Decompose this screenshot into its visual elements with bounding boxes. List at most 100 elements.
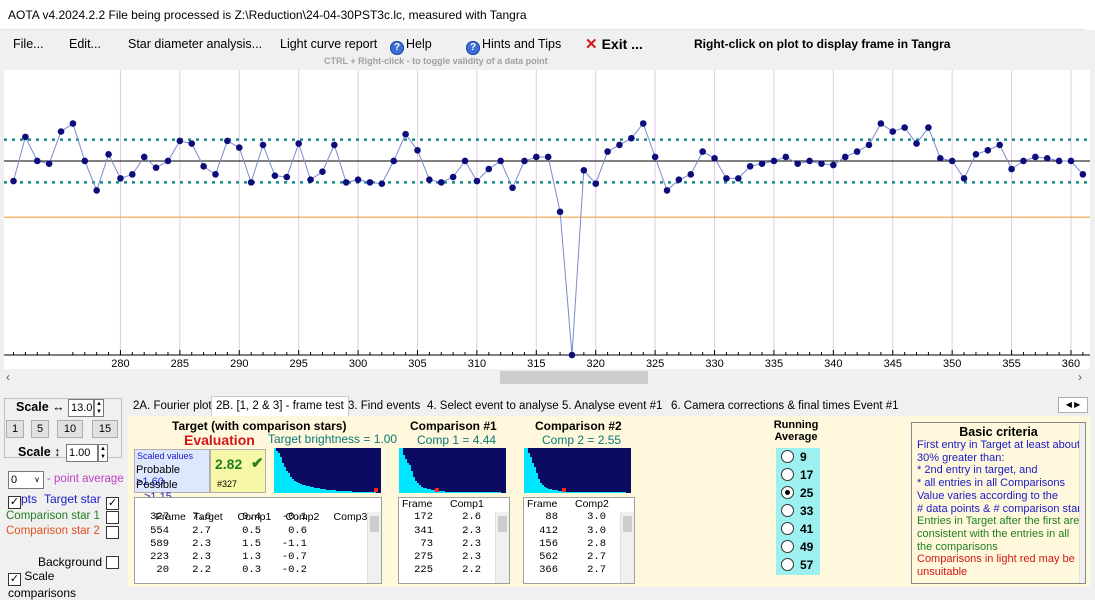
scale-horizontal-spinner[interactable]: ▲ ▼ [94,399,104,417]
target-col-comp2: Comp2 [285,511,320,524]
criteria-line: Entries in Target after the first are [917,515,1080,528]
scale-15-button[interactable]: 15 [92,420,118,438]
radio-icon[interactable] [781,468,794,481]
menu-star-diameter[interactable]: Star diameter analysis... [128,37,263,51]
pts-checkbox[interactable]: ✓ pts [8,492,37,509]
table-row[interactable]: 366 2.7 [524,564,634,577]
histogram-bar [282,463,284,493]
tab-select-event[interactable]: 4. Select event to analyse [427,400,559,412]
target-star-checkbox[interactable]: ✓ [106,493,119,510]
point-average-select[interactable]: 0 ∨ [8,471,44,489]
tab-scroll-arrows[interactable]: ◀ ▶ [1058,397,1088,413]
histogram-bar [524,448,526,493]
scale-1-button[interactable]: 1 [6,420,24,438]
table-row[interactable]: 554 2.7 0.5 0.6 [135,525,381,538]
data-point [414,146,421,154]
background-checkbox-box[interactable] [106,556,119,569]
scale-horizontal-input[interactable]: 13.0 [68,399,94,417]
running-average-option[interactable]: 25 [776,484,820,502]
running-average-option[interactable]: 57 [776,556,820,574]
menu-exit[interactable]: ✕ Exit ... [585,35,643,53]
light-curve-plot[interactable]: 280 285 290 295 300 305 310 315 320 325 330 335 340 3… [4,70,1090,370]
table-row[interactable]: 73 2.3 [399,538,509,551]
table-cell: 2.3 [192,551,211,564]
table-row[interactable]: 327 7.6 0.4 -0.1 [135,511,381,524]
running-average-option[interactable]: 49 [776,538,820,556]
comp1-table-scrollbar[interactable] [495,512,509,583]
histogram-bar [342,491,344,493]
menu-help[interactable]: ? Help [390,37,432,55]
table-row[interactable]: 223 2.3 1.3 -0.7 [135,551,381,564]
x-tick-label: 335 [765,358,783,370]
table-row[interactable]: 156 2.8 [524,538,634,551]
comparison-2-sub: Comp 2 = 2.55 [542,433,622,447]
target-scroll-thumb[interactable] [370,516,379,532]
pts-checkbox-box[interactable]: ✓ [8,496,21,509]
tab-fourier-plot[interactable]: 2A. Fourier plot [133,400,212,412]
scroll-right-icon[interactable]: › [1078,370,1082,384]
menu-edit[interactable]: Edit... [69,37,101,51]
running-average-option[interactable]: 17 [776,466,820,484]
table-row[interactable]: 20 2.2 0.3 -0.2 [135,564,381,577]
data-point [818,160,825,167]
histogram-bar [552,490,554,493]
tab-frame-test[interactable]: 2B. [1, 2 & 3] - frame test [211,396,349,417]
data-point [556,208,564,216]
comp1-checkbox-box[interactable] [106,511,119,524]
target-star-checkbox-box[interactable]: ✓ [106,497,119,510]
data-point [164,157,172,165]
table-row[interactable]: 225 2.2 [399,564,509,577]
tab-camera-corrections[interactable]: 6. Camera corrections & final times Even… [671,400,899,412]
ctrl-click-hint: CTRL + Right-click - to toggle validity … [324,56,548,66]
data-point [521,157,528,165]
target-table-scrollbar[interactable] [367,512,381,583]
plot-horizontal-scrollbar[interactable]: ‹ › [0,369,1095,386]
table-row[interactable]: 341 2.3 [399,525,509,538]
scroll-thumb[interactable] [500,371,648,384]
comparison-star-2-checkbox[interactable] [106,526,119,540]
criteria-scrollbar[interactable] [1079,423,1085,583]
scale-5-button[interactable]: 5 [31,420,49,438]
histogram-bar [544,487,546,493]
table-cell: 73 [420,537,433,550]
table-row[interactable]: 88 3.0 [524,511,634,524]
light-curve-svg[interactable]: 280 285 290 295 300 305 310 315 320 325 330 335 340 3… [4,70,1090,370]
histogram-bar [455,492,457,493]
radio-icon[interactable] [781,558,794,571]
data-point [437,179,445,186]
table-row[interactable]: 275 2.3 [399,551,509,564]
scale-comparisons-checkbox[interactable]: ✓ Scale comparisons [8,569,124,600]
histogram-bar [344,491,346,493]
radio-icon[interactable] [781,504,794,517]
menu-hints[interactable]: ? Hints and Tips [466,37,561,55]
running-average-option[interactable]: 33 [776,502,820,520]
scroll-left-icon[interactable]: ‹ [6,370,10,384]
tab-analyse-event[interactable]: 5. Analyse event #1 [562,400,663,412]
comp2-table-scrollbar[interactable] [620,512,634,583]
table-row[interactable]: 172 2.6 [399,511,509,524]
scale-vertical-input[interactable]: 1.00 [66,444,98,462]
table-cell: -0.7 [281,551,307,564]
radio-icon[interactable] [781,450,794,463]
radio-icon[interactable] [781,522,794,535]
tab-find-events[interactable]: 3. Find events [348,400,421,412]
comp2-scroll-thumb[interactable] [623,516,632,532]
table-row[interactable]: 412 3.0 [524,525,634,538]
comp2-checkbox-box[interactable] [106,526,119,539]
table-row[interactable]: 562 2.7 [524,551,634,564]
radio-icon[interactable] [781,540,794,553]
menu-file[interactable]: File... [13,37,44,51]
background-checkbox[interactable] [106,556,119,570]
scale-comparisons-checkbox-box[interactable]: ✓ [8,573,21,586]
comp1-scroll-thumb[interactable] [498,516,507,532]
comparison-star-1-checkbox[interactable] [106,511,119,525]
histogram-bar [546,488,548,493]
scale-vertical-spinner[interactable]: ▲ ▼ [98,444,108,462]
menu-light-curve-report[interactable]: Light curve report [280,37,378,51]
table-row[interactable]: 589 2.3 1.5 -1.1 [135,538,381,551]
running-average-option[interactable]: 9 [776,448,820,466]
running-average-option[interactable]: 41 [776,520,820,538]
radio-icon[interactable] [781,486,794,499]
table-cell: 2.7 [587,551,606,564]
scale-10-button[interactable]: 10 [57,420,83,438]
